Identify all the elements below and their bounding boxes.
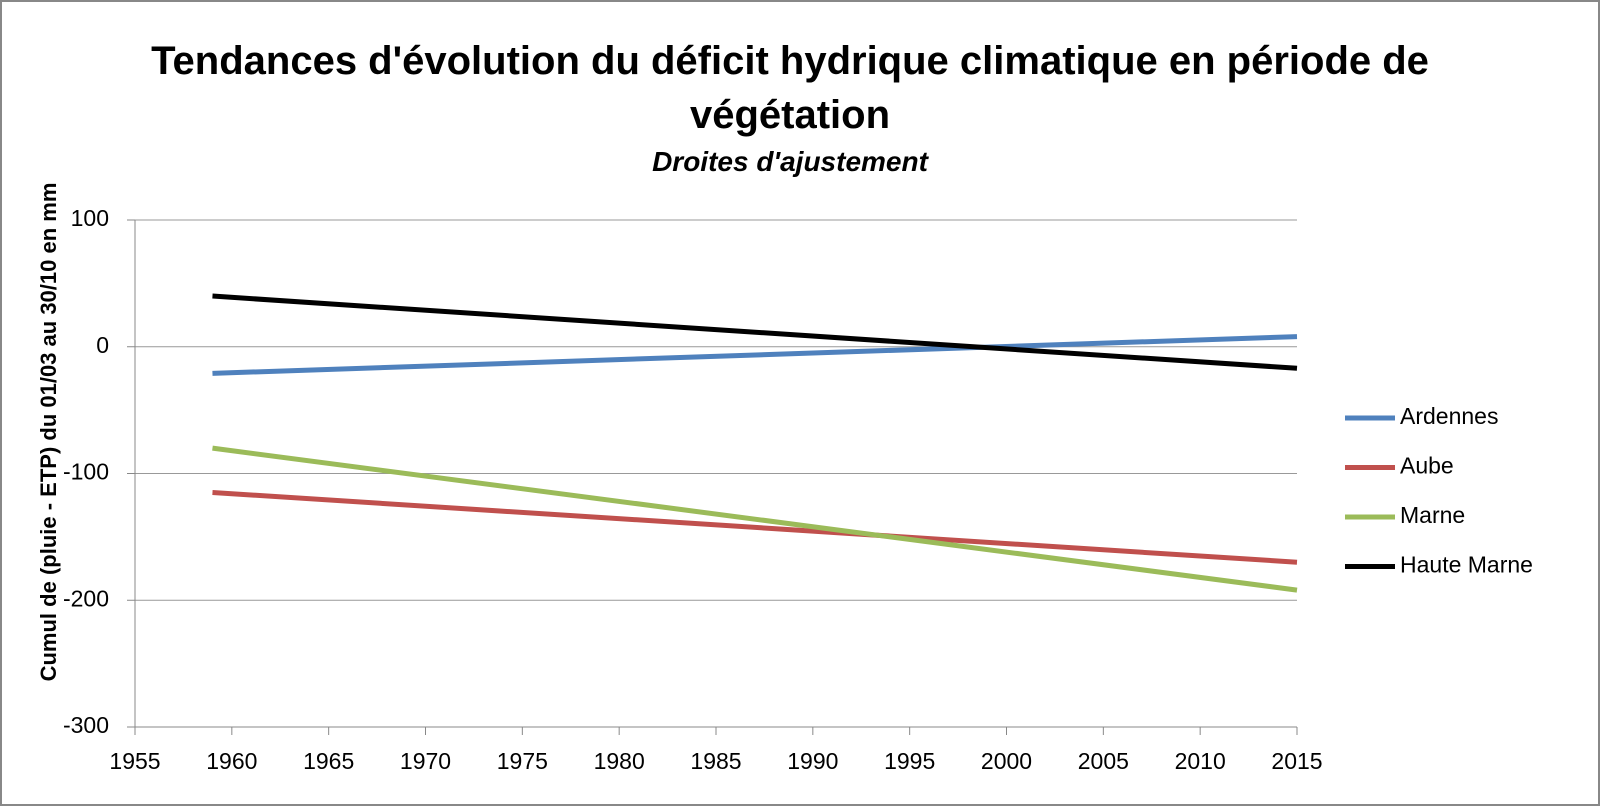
- x-tick-label: 1995: [884, 748, 935, 774]
- y-tick-label: 100: [71, 205, 109, 231]
- x-tick-label: 2015: [1271, 748, 1322, 774]
- x-tick-label: 1980: [594, 748, 645, 774]
- series-line: [212, 445, 1298, 593]
- series-line: [212, 293, 1298, 371]
- y-axis-label: Cumul de (pluie - ETP) du 01/03 au 30/10…: [36, 183, 61, 682]
- x-tick-label: 1985: [690, 748, 741, 774]
- x-tick-label: 2010: [1175, 748, 1226, 774]
- x-tick-label: 1975: [497, 748, 548, 774]
- legend-label: Haute Marne: [1400, 552, 1533, 578]
- series-line: [212, 490, 1298, 565]
- x-tick-label: 1970: [400, 748, 451, 774]
- x-tick-label: 1990: [787, 748, 838, 774]
- x-tick-label: 1960: [206, 748, 257, 774]
- chart-subtitle: Droites d'ajustement: [652, 146, 928, 177]
- x-tick-label: 2005: [1078, 748, 1129, 774]
- series-line: [212, 334, 1298, 376]
- legend-label: Marne: [1400, 502, 1465, 528]
- y-tick-label: -300: [63, 712, 109, 738]
- y-tick-label: -200: [63, 585, 109, 611]
- y-tick-label: -100: [63, 459, 109, 485]
- y-tick-label: 0: [96, 332, 109, 358]
- x-tick-label: 1955: [109, 748, 160, 774]
- chart-title: Tendances d'évolution du déficit hydriqu…: [151, 39, 1429, 137]
- x-tick-label: 1965: [303, 748, 354, 774]
- legend-label: Ardennes: [1400, 403, 1498, 429]
- x-tick-label: 2000: [981, 748, 1032, 774]
- legend-label: Aube: [1400, 453, 1454, 479]
